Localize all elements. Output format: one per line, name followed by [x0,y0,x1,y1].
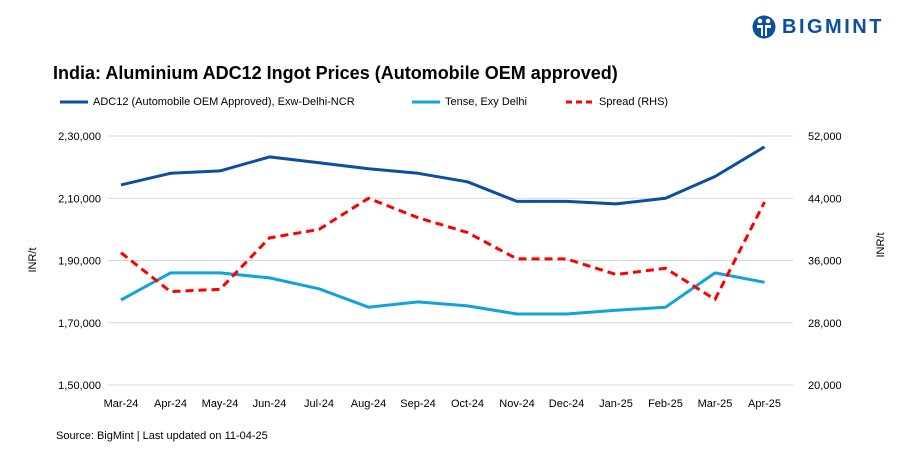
y2-axis-label: INR/t [875,232,887,257]
y2-tick-label: 20,000 [808,380,842,392]
x-tick-label: Oct-24 [451,398,484,410]
y2-tick-label: 44,000 [808,193,842,205]
series-line-1 [120,271,765,316]
legend-swatch [60,100,88,104]
legend-swatch [566,100,594,104]
legend-label: ADC12 (Automobile OEM Approved), Exw-Del… [93,96,355,108]
bigmint-logo: BIGMINT [752,14,884,40]
legend-item-tense: Tense, Exy Delhi [412,96,527,108]
y2-tick-label: 52,000 [808,131,842,143]
y-axis-label: INR/t [27,247,39,272]
x-tick-label: Apr-24 [154,398,187,410]
x-tick-label: Mar-24 [104,398,139,410]
y-tick-label: 1,90,000 [58,256,101,268]
y-tick-label: 1,50,000 [58,380,101,392]
legend-item-spread: Spread (RHS) [566,96,668,108]
x-tick-label: Mar-25 [698,398,733,410]
chart-title: India: Aluminium ADC12 Ingot Prices (Aut… [53,63,618,83]
y-tick-label: 1,70,000 [58,318,101,330]
brand-name: BIGMINT [782,15,884,38]
series-line-0 [120,145,766,206]
y2-tick-label: 28,000 [808,318,842,330]
source-note: Source: BigMint | Last updated on 11-04-… [56,430,268,442]
y-tick-label: 2,10,000 [58,193,101,205]
x-tick-label: Dec-24 [549,398,584,410]
y2-tick-label: 36,000 [808,256,842,268]
x-tick-label: Jan-25 [599,398,633,410]
x-tick-label: Jul-24 [304,398,334,410]
x-tick-label: May-24 [202,398,239,410]
legend-swatch [412,100,440,104]
y-tick-label: 2,30,000 [58,131,101,143]
legend-label: Tense, Exy Delhi [445,96,527,108]
legend-item-adc12: ADC12 (Automobile OEM Approved), Exw-Del… [60,96,355,108]
x-tick-label: Jun-24 [253,398,287,410]
x-tick-label: Feb-25 [648,398,683,410]
x-tick-label: Nov-24 [499,398,534,410]
x-tick-label: Apr-25 [748,398,781,410]
series-line-2 [120,196,766,301]
x-tick-label: Sep-24 [400,398,435,410]
x-tick-label: Aug-24 [351,398,386,410]
bigmint-logo-icon [752,15,776,39]
legend-label: Spread (RHS) [599,96,669,108]
